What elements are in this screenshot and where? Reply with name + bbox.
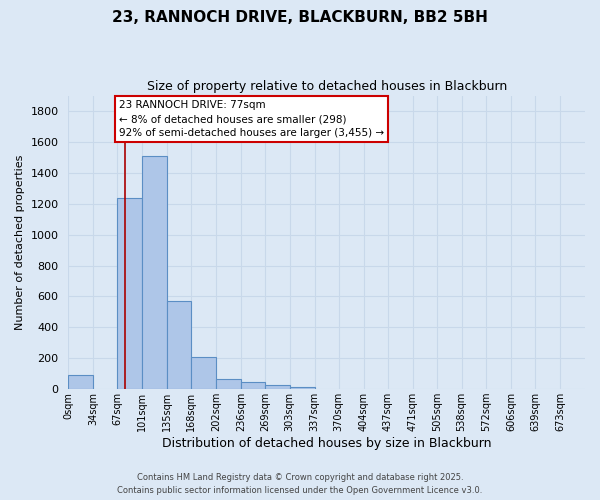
Bar [68,376,93,389]
Bar [167,301,191,389]
Bar [142,156,167,389]
Title: Size of property relative to detached houses in Blackburn: Size of property relative to detached ho… [146,80,507,93]
Bar [290,387,314,389]
Bar [191,356,216,389]
Bar [118,198,142,389]
Bar [241,382,265,389]
Text: 23, RANNOCH DRIVE, BLACKBURN, BB2 5BH: 23, RANNOCH DRIVE, BLACKBURN, BB2 5BH [112,10,488,25]
Bar [265,386,290,389]
Bar [216,379,241,389]
Y-axis label: Number of detached properties: Number of detached properties [15,154,25,330]
Text: Contains HM Land Registry data © Crown copyright and database right 2025.
Contai: Contains HM Land Registry data © Crown c… [118,474,482,495]
X-axis label: Distribution of detached houses by size in Blackburn: Distribution of detached houses by size … [162,437,491,450]
Text: 23 RANNOCH DRIVE: 77sqm
← 8% of detached houses are smaller (298)
92% of semi-de: 23 RANNOCH DRIVE: 77sqm ← 8% of detached… [119,100,384,138]
